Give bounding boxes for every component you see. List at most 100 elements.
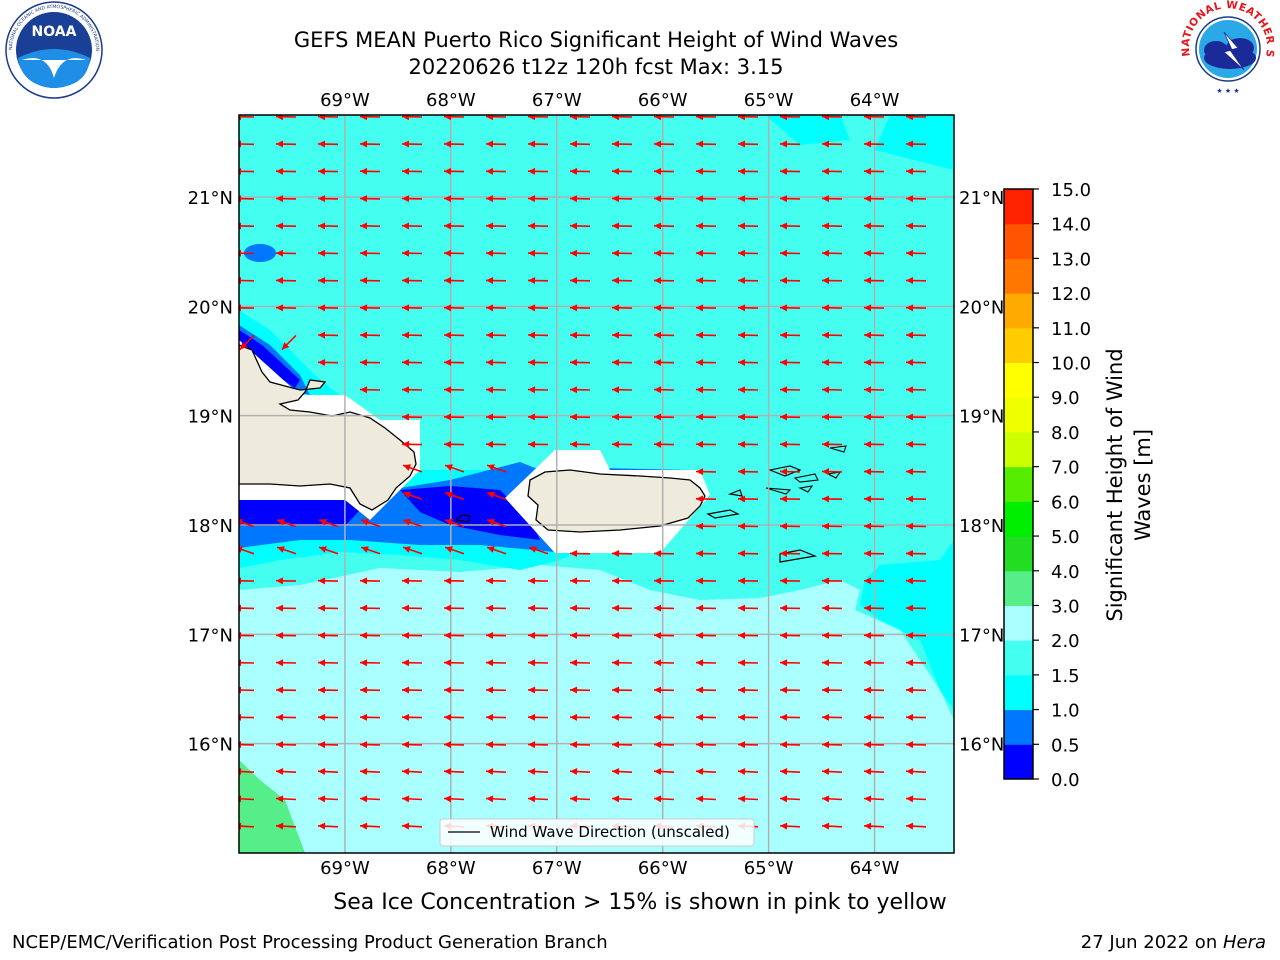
wave-arrow — [611, 358, 633, 366]
wave-arrow — [653, 577, 675, 585]
land-mona-island — [454, 514, 471, 523]
wave-arrow — [401, 386, 423, 394]
wave-arrow — [695, 631, 717, 639]
wave-arrow — [527, 713, 549, 721]
wave-arrow — [611, 577, 633, 585]
wave-arrow — [737, 386, 759, 394]
wave-arrow — [779, 550, 801, 558]
wave-arrow — [737, 222, 759, 230]
colorbar-segment — [1004, 431, 1033, 468]
wave-arrow — [779, 495, 801, 503]
wave-arrow — [821, 495, 843, 503]
wave-arrow — [905, 741, 927, 749]
wave-arrow — [359, 386, 381, 394]
wave-arrow — [653, 304, 675, 312]
wave-arrow — [401, 358, 423, 366]
colorbar-segment — [1004, 709, 1033, 745]
wave-arrow — [485, 413, 507, 421]
lat-tick-label: 16°N — [959, 735, 1004, 756]
wave-arrow — [611, 195, 633, 203]
svg-text:★ ★ ★: ★ ★ ★ — [1216, 87, 1239, 95]
lon-tick-label: 69°W — [320, 90, 370, 111]
wave-arrow — [317, 604, 339, 612]
wave-arrow — [653, 277, 675, 285]
lat-tick-label: 18°N — [188, 516, 233, 537]
colorbar-tick-label: 2.0 — [1051, 631, 1080, 652]
wave-arrow — [275, 686, 297, 694]
wave-arrow — [443, 167, 465, 175]
wave-arrow — [611, 741, 633, 749]
wave-arrow — [569, 440, 591, 448]
wave-arrow — [779, 195, 801, 203]
wave-arrow — [695, 358, 717, 366]
wave-arrow — [401, 277, 423, 285]
wave-arrow — [653, 413, 675, 421]
wave-arrow — [569, 249, 591, 257]
wave-arrow — [485, 713, 507, 721]
wave-arrow — [905, 522, 927, 530]
wave-arrow — [485, 686, 507, 694]
wave-arrow — [275, 659, 297, 667]
lon-tick-label: 68°W — [426, 858, 476, 879]
wave-arrow — [317, 768, 339, 776]
wave-arrow — [527, 304, 549, 312]
wave-arrow — [779, 304, 801, 312]
wave-arrow — [653, 686, 675, 694]
wave-arrow — [443, 222, 465, 230]
wave-arrow — [485, 358, 507, 366]
wave-arrow — [485, 304, 507, 312]
footer-credit: NCEP/EMC/Verification Post Processing Pr… — [12, 932, 608, 953]
colorbar-tick-label: 8.0 — [1051, 423, 1080, 444]
wave-arrow — [569, 768, 591, 776]
wave-arrow — [737, 659, 759, 667]
wave-arrow — [695, 167, 717, 175]
wave-arrow — [905, 331, 927, 339]
wave-arrow — [905, 277, 927, 285]
wave-arrow — [569, 741, 591, 749]
wave-arrow — [863, 195, 885, 203]
map-frame — [238, 114, 955, 854]
colorbar-tick-label: 15.0 — [1051, 180, 1091, 201]
wave-arrow — [737, 495, 759, 503]
lon-tick-label: 67°W — [532, 858, 582, 879]
wave-arrow — [863, 167, 885, 175]
wave-arrow — [443, 713, 465, 721]
wave-arrow — [695, 331, 717, 339]
chart-subtitle: 20220626 t12z 120h fcst Max: 3.15 — [408, 55, 784, 79]
wave-arrow — [569, 604, 591, 612]
wave-arrow — [317, 167, 339, 175]
lon-tick-label: 69°W — [320, 858, 370, 879]
wave-arrow — [402, 546, 423, 555]
lat-tick-label: 19°N — [188, 407, 233, 428]
wave-arrow — [821, 277, 843, 285]
wave-arrow — [485, 440, 507, 448]
wave-arrow — [779, 713, 801, 721]
wave-arrow — [611, 440, 633, 448]
colorbar-segment — [1004, 640, 1033, 676]
wave-arrow — [569, 550, 591, 558]
wave-arrow — [653, 140, 675, 148]
colorbar-tick-label: 3.0 — [1051, 596, 1080, 617]
wave-arrow — [863, 686, 885, 694]
wave-arrow — [905, 495, 927, 503]
lat-ticks-right: 16°N 17°N 18°N 19°N 20°N 21°N — [959, 188, 1004, 756]
wave-band-1.0-1.5-north — [765, 115, 850, 145]
wave-arrow — [401, 577, 423, 585]
wave-arrow — [485, 741, 507, 749]
wave-arrow — [401, 768, 423, 776]
wave-arrow — [569, 413, 591, 421]
wave-arrow — [443, 358, 465, 366]
wave-arrow — [485, 115, 507, 121]
wave-arrow — [863, 795, 885, 803]
land-anegada — [829, 445, 847, 453]
lon-tick-label: 66°W — [638, 90, 688, 111]
wave-arrow — [401, 631, 423, 639]
wave-arrow — [443, 686, 465, 694]
wave-arrow — [443, 277, 465, 285]
wave-arrow — [275, 631, 297, 639]
lon-tick-label: 66°W — [638, 858, 688, 879]
wave-arrow — [528, 546, 549, 555]
wave-arrow — [653, 795, 675, 803]
wave-arrow — [527, 358, 549, 366]
wave-arrow — [695, 140, 717, 148]
